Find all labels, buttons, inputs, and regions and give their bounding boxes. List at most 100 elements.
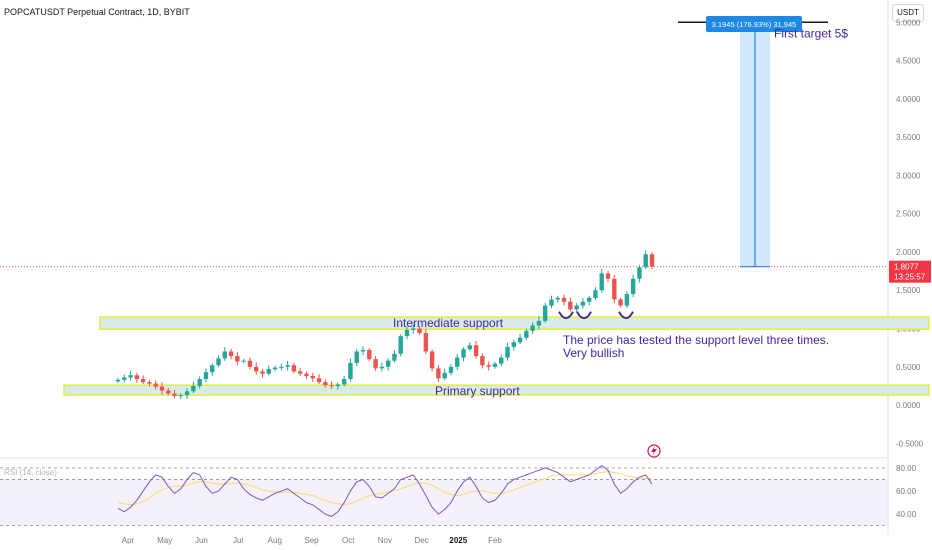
y-tick-label: 4.5000: [896, 57, 921, 66]
candle-body: [323, 382, 328, 386]
candle-body: [335, 384, 341, 386]
candle-body: [530, 325, 535, 331]
rsi-line: [117, 465, 653, 518]
first-target-label: First target 5$: [774, 26, 848, 40]
candle-body: [448, 366, 454, 373]
candle-body: [511, 342, 516, 347]
x-tick-label: Nov: [378, 536, 392, 545]
candle-body: [279, 366, 284, 368]
x-tick-label: May: [157, 536, 172, 545]
y-tick-label: 1.5000: [896, 286, 921, 295]
candle-body: [637, 267, 642, 279]
candle-body: [122, 377, 127, 380]
candle-body: [166, 390, 171, 394]
last-price-label-box: [889, 260, 931, 283]
candle-body: [568, 301, 573, 310]
candle-body: [499, 357, 504, 364]
annotation-text: The price has tested the support level t…: [563, 333, 829, 347]
candle-body: [461, 349, 466, 358]
x-tick-label: Oct: [342, 536, 355, 545]
rsi-ma-line: [117, 470, 652, 506]
support-zone: [63, 384, 930, 396]
candle-body: [505, 346, 510, 358]
x-tick-label: Apr: [122, 536, 135, 545]
support-test-marker: [618, 311, 634, 320]
candle-body: [260, 371, 265, 374]
candle-body: [197, 379, 202, 386]
candle-body: [210, 365, 215, 373]
candle-body: [549, 299, 554, 306]
candle-body: [184, 391, 190, 396]
candle-body: [555, 297, 560, 300]
candle-body: [574, 305, 579, 310]
candle-body: [580, 301, 586, 306]
last-price-label: 1.8077: [894, 263, 919, 272]
lightning-icon: [651, 446, 657, 456]
candle-body: [649, 254, 655, 267]
currency-button[interactable]: USDT: [892, 4, 924, 22]
candle-body: [392, 353, 397, 361]
candle-body: [442, 372, 447, 379]
x-tick-label: Dec: [414, 536, 428, 545]
candle-body: [593, 290, 598, 298]
candle-body: [115, 379, 121, 382]
y-tick-label: 4.0000: [896, 95, 921, 104]
rsi-tick-label: 40.00: [896, 510, 917, 519]
candle-body: [423, 333, 429, 352]
x-tick-label: Jun: [195, 536, 208, 545]
candle-body: [241, 360, 246, 362]
candle-body: [398, 336, 403, 354]
rsi-tick-label: 60.00: [896, 487, 917, 496]
rsi-label: RSI (14, close): [4, 468, 57, 477]
candle-body: [536, 320, 542, 326]
candle-body: [247, 360, 253, 367]
candle-body: [134, 375, 140, 380]
candle-body: [316, 378, 322, 383]
candle-body: [172, 393, 177, 396]
candle-body: [128, 375, 133, 378]
y-tick-label: 2.5000: [896, 210, 921, 219]
x-tick-label: Aug: [268, 536, 282, 545]
candle-body: [630, 278, 636, 295]
y-tick-label: -0.5000: [896, 439, 924, 448]
countdown-label: 13:25:57: [894, 273, 926, 282]
candle-body: [297, 371, 303, 374]
y-tick-label: 2.0000: [896, 248, 921, 257]
candle-body: [624, 294, 630, 306]
candle-body: [354, 351, 359, 363]
candle-body: [235, 356, 240, 362]
candle-body: [341, 379, 347, 385]
candle-body: [159, 386, 165, 391]
candle-body: [310, 375, 315, 379]
y-tick-label: 3.0000: [896, 171, 921, 180]
candle-body: [178, 395, 184, 397]
rsi-band: [0, 479, 888, 526]
candle-body: [329, 385, 334, 387]
y-tick-label: 0.0000: [896, 401, 921, 410]
x-tick-label: Sep: [304, 536, 319, 545]
candle-body: [228, 351, 234, 357]
candle-body: [379, 366, 385, 369]
candle-body: [524, 330, 529, 338]
support-zone: [99, 316, 930, 331]
candle-body: [605, 273, 611, 279]
candle-body: [216, 358, 221, 366]
x-tick-label: 2025: [449, 536, 467, 545]
primary-support-label: Primary support: [435, 384, 520, 398]
candle-body: [266, 369, 271, 374]
candle-body: [429, 351, 435, 369]
candle-body: [203, 372, 209, 380]
candle-body: [455, 357, 460, 367]
candle-body: [486, 365, 491, 367]
target-label-box: [706, 16, 802, 32]
candle-body: [140, 379, 146, 383]
candle-body: [373, 359, 378, 369]
candle-body: [436, 368, 441, 379]
intermediate-support-label: Intermediate support: [393, 316, 504, 330]
candle-body: [561, 297, 567, 302]
candle-body: [254, 366, 259, 372]
candle-body: [404, 330, 410, 337]
candle-body: [543, 305, 548, 321]
candle-body: [599, 273, 604, 291]
